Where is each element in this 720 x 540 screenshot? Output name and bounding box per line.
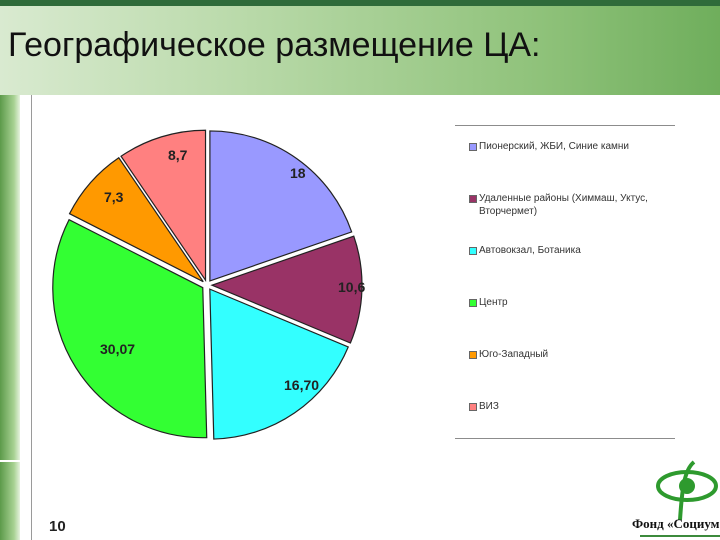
data-label: 16,70 xyxy=(284,377,319,393)
pie-slice xyxy=(120,129,207,283)
pie-slice xyxy=(68,156,204,283)
left-decor-bar xyxy=(0,95,20,540)
legend-swatch xyxy=(469,143,477,151)
legend-swatch xyxy=(469,247,477,255)
data-label: 30,07 xyxy=(100,341,135,357)
legend-label: ВИЗ xyxy=(479,401,499,412)
footer-underline xyxy=(640,535,720,537)
title-bar: Географическое размещение ЦА: xyxy=(0,0,720,95)
legend-label: Юго-Западный xyxy=(479,349,549,360)
legend-swatch xyxy=(469,299,477,307)
legend-label: Пионерский, ЖБИ, Синие камни xyxy=(479,141,630,152)
pie-slice xyxy=(209,130,353,282)
left-divider-line xyxy=(31,95,32,540)
footer-text: Фонд «Социум xyxy=(632,516,720,531)
legend-swatch xyxy=(469,195,477,203)
foundation-logo-icon xyxy=(656,460,718,521)
legend-label: Автовокзал, Ботаника xyxy=(479,245,581,256)
legend-swatch xyxy=(469,403,477,411)
pie-chart: 18 10,6 16,70 30,07 7,3 8,7 xyxy=(52,129,365,440)
title-top-strip xyxy=(0,0,720,6)
legend-label: Центр xyxy=(479,297,508,308)
chart-legend: Пионерский, ЖБИ, Синие камни Удаленные р… xyxy=(455,125,675,439)
legend-label: Удаленные районы (Химмаш, Уктус, Вторчер… xyxy=(479,193,648,217)
page-number: 10 xyxy=(49,518,66,535)
legend-swatch xyxy=(469,351,477,359)
slide-title: Географическое размещение ЦА: xyxy=(8,26,541,64)
pie-slice xyxy=(52,218,208,439)
data-label: 7,3 xyxy=(104,189,124,205)
data-label: 8,7 xyxy=(168,147,188,163)
pie-slice xyxy=(210,235,363,344)
data-label: 10,6 xyxy=(338,279,365,295)
left-bar-notch xyxy=(0,460,20,462)
pie-slice xyxy=(209,288,350,440)
data-label: 18 xyxy=(290,165,306,181)
